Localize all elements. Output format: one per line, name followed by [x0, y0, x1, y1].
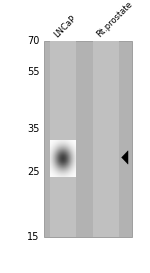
- Bar: [44, 41, 132, 237]
- Text: 15: 15: [27, 232, 40, 242]
- Bar: [93, 41, 119, 237]
- Bar: [50, 41, 76, 237]
- Text: LNCaP: LNCaP: [52, 14, 77, 39]
- Text: 35: 35: [27, 124, 40, 134]
- Text: 70: 70: [27, 36, 40, 46]
- Text: 25: 25: [27, 167, 40, 177]
- Text: Rt.prostate: Rt.prostate: [95, 0, 134, 39]
- Polygon shape: [122, 151, 128, 164]
- Text: 55: 55: [27, 67, 40, 77]
